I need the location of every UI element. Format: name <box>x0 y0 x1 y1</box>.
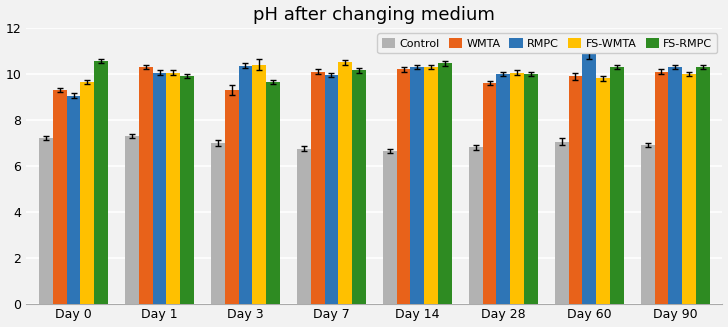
Bar <box>339 62 352 303</box>
Bar <box>596 78 610 303</box>
Bar <box>297 148 311 303</box>
Bar <box>253 65 266 303</box>
Bar <box>311 72 325 303</box>
Title: pH after changing medium: pH after changing medium <box>253 6 495 24</box>
Bar <box>39 138 53 303</box>
Bar <box>125 136 139 303</box>
Bar <box>654 72 668 303</box>
Bar <box>239 66 253 303</box>
Bar <box>383 151 397 303</box>
Bar <box>582 53 596 303</box>
Legend: Control, WMTA, RMPC, FS-WMTA, FS-RMPC: Control, WMTA, RMPC, FS-WMTA, FS-RMPC <box>377 33 717 53</box>
Bar <box>438 63 451 303</box>
Bar <box>641 145 654 303</box>
Bar <box>80 82 94 303</box>
Bar <box>397 69 411 303</box>
Bar <box>696 67 710 303</box>
Bar <box>225 90 239 303</box>
Bar <box>153 73 167 303</box>
Bar <box>53 90 67 303</box>
Bar <box>524 74 538 303</box>
Bar <box>94 61 108 303</box>
Bar <box>139 67 153 303</box>
Bar <box>496 74 510 303</box>
Bar <box>668 67 682 303</box>
Bar <box>352 70 365 303</box>
Bar <box>167 73 180 303</box>
Bar <box>211 143 225 303</box>
Bar <box>510 73 524 303</box>
Bar <box>266 82 280 303</box>
Bar <box>325 75 339 303</box>
Bar <box>67 96 80 303</box>
Bar <box>180 76 194 303</box>
Bar <box>469 147 483 303</box>
Bar <box>610 67 624 303</box>
Bar <box>682 74 696 303</box>
Bar <box>424 67 438 303</box>
Bar <box>555 142 569 303</box>
Bar <box>483 83 496 303</box>
Bar <box>411 67 424 303</box>
Bar <box>569 76 582 303</box>
